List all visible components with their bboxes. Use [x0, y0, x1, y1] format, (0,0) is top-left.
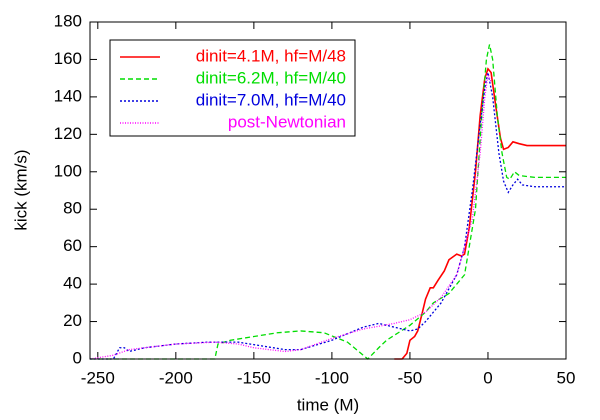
series-line [394, 67, 566, 360]
y-tick-label: 80 [63, 199, 82, 218]
x-tick-label: 50 [557, 368, 576, 387]
y-tick-label: 60 [63, 236, 82, 255]
legend-label: dinit=4.1M, hf=M/48 [196, 46, 346, 65]
x-tick-label: 0 [483, 368, 492, 387]
series-line [89, 71, 492, 360]
x-tick-label: -200 [159, 368, 193, 387]
legend-box [109, 39, 356, 137]
plot-frame [89, 21, 567, 360]
series-line [90, 72, 566, 360]
x-tick-label: -150 [237, 368, 271, 387]
series-line [90, 44, 566, 360]
y-tick-label: 160 [54, 49, 82, 68]
y-tick-label: 120 [54, 124, 82, 143]
y-tick-label: 180 [54, 11, 82, 30]
legend-label: dinit=6.2M, hf=M/40 [196, 68, 346, 87]
y-tick-label: 100 [54, 161, 82, 180]
y-tick-label: 20 [63, 311, 82, 330]
y-tick-label: 140 [54, 86, 82, 105]
x-tick-label: -50 [398, 368, 423, 387]
legend-label: dinit=7.0M, hf=M/40 [196, 90, 346, 109]
x-tick-label: -100 [315, 368, 349, 387]
x-axis-label: time (M) [297, 395, 359, 414]
y-axis-label: kick (km/s) [11, 149, 30, 230]
y-tick-label: 0 [73, 348, 82, 367]
legend-label: post-Newtonian [228, 112, 346, 131]
x-tick-label: -250 [81, 368, 115, 387]
y-tick-label: 40 [63, 274, 82, 293]
